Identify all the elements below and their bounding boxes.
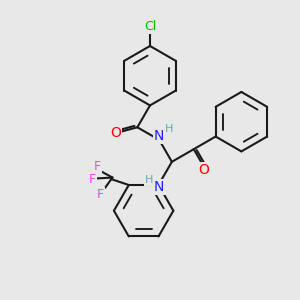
- Text: N: N: [154, 129, 164, 143]
- Text: N: N: [154, 180, 164, 194]
- Text: Cl: Cl: [144, 20, 156, 33]
- Text: F: F: [97, 188, 104, 201]
- Text: F: F: [93, 160, 100, 173]
- Text: O: O: [110, 126, 121, 140]
- Text: H: H: [145, 175, 154, 185]
- Text: H: H: [165, 124, 173, 134]
- Text: F: F: [89, 172, 96, 185]
- Text: O: O: [198, 164, 209, 177]
